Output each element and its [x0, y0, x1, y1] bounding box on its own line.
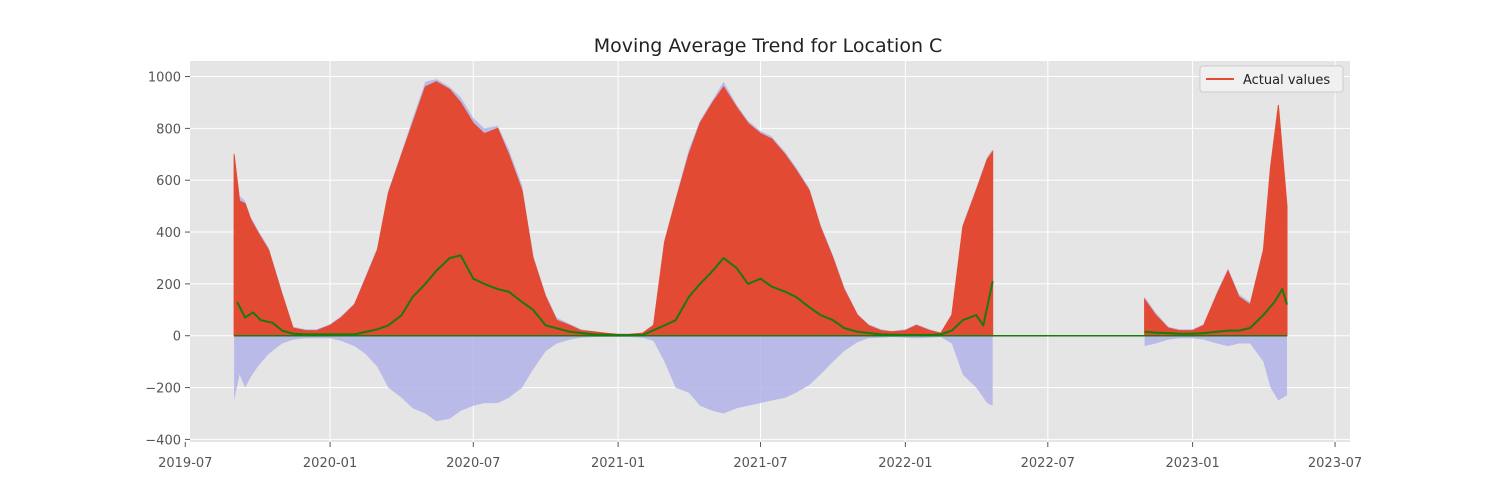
moving-average-line: [236, 254, 994, 336]
x-axis-ticks: 2019-07 2020-01 2020-07 2021-01 2021-07 2022-…: [158, 442, 1362, 471]
moving-average-line: [1144, 288, 1288, 335]
actual-values-area: [233, 81, 994, 337]
y-tick-label: 1000: [148, 71, 181, 86]
actual-values-layer: [233, 81, 1288, 337]
x-tick-label: 2022-07: [1021, 456, 1075, 471]
x-tick-label: 2019-07: [158, 456, 212, 471]
x-tick-label: 2021-07: [733, 456, 787, 471]
x-tick-label: 2020-07: [446, 456, 500, 471]
y-tick-label: 200: [156, 278, 181, 293]
y-tick-label: 400: [156, 226, 181, 241]
legend-label-actual: Actual values: [1243, 73, 1330, 88]
legend-box: [1199, 65, 1344, 93]
x-tick-label: 2020-01: [303, 456, 357, 471]
actual-values-area: [1144, 105, 1288, 337]
x-tick-label: 2023-07: [1308, 456, 1362, 471]
x-tick-label: 2021-01: [591, 456, 645, 471]
x-tick-label: 2023-01: [1165, 456, 1219, 471]
y-tick-label: 800: [156, 122, 181, 137]
y-axis-ticks: 1000 800 600 400 200 0 −200 −400: [145, 71, 190, 448]
y-tick-label: −400: [145, 433, 181, 448]
legend: Actual values: [1199, 65, 1344, 93]
moving-average-layer: [236, 254, 1288, 336]
y-tick-label: 600: [156, 174, 181, 189]
x-tick-label: 2022-01: [878, 456, 932, 471]
chart-title: Moving Average Trend for Location C: [594, 35, 943, 57]
y-tick-label: −200: [145, 382, 181, 397]
y-tick-label: 0: [173, 330, 181, 345]
